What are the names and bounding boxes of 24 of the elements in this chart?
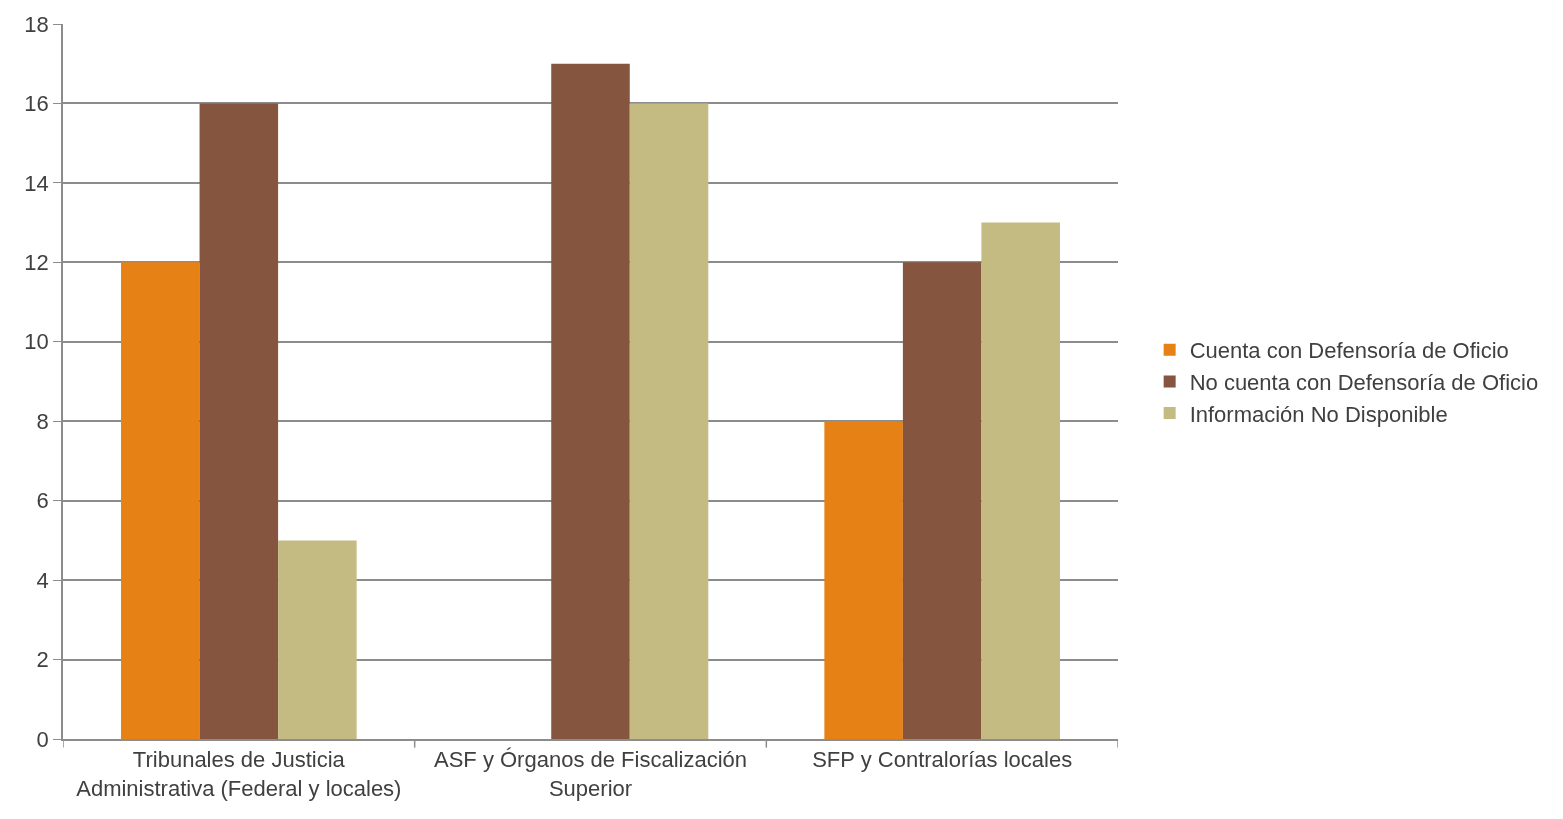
x-tick-label: Tribunales de Justicia Administrativa (Federal y locales) [76, 747, 402, 801]
y-tick-label: 16 [24, 91, 49, 117]
bar [121, 262, 200, 739]
y-tick-label: 10 [24, 329, 49, 355]
y-tick-label: 12 [24, 250, 49, 276]
y-tick-label: 14 [24, 170, 49, 196]
x-tick-label: SFP y Contralorías locales [812, 747, 1073, 773]
bar [278, 540, 357, 739]
bar [199, 103, 279, 739]
bar [551, 63, 630, 739]
bar [824, 421, 903, 739]
legend-label: Cuenta con Defensoría de Oficio [1189, 338, 1509, 364]
legend-label: Información No Disponible [1189, 401, 1448, 427]
y-tick-label: 0 [36, 726, 49, 752]
x-tick-label: ASF y Órganos de Fiscalización Superior [433, 747, 748, 801]
y-tick-label: 18 [24, 11, 49, 37]
y-tick-label: 4 [36, 567, 49, 593]
y-tick-label: 2 [36, 647, 49, 673]
bar [981, 222, 1060, 739]
y-tick-label: 6 [36, 488, 49, 514]
legend-label: No cuenta con Defensoría de Oficio [1189, 369, 1539, 395]
bar [902, 262, 982, 739]
bar [629, 103, 709, 739]
y-tick-label: 8 [36, 408, 49, 434]
